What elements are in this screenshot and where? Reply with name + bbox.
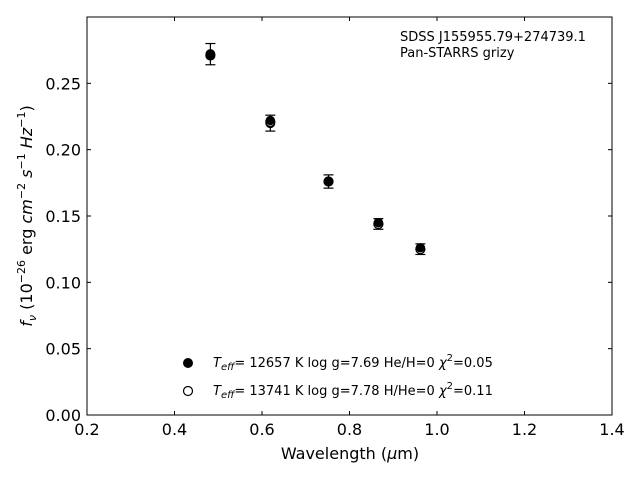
y-tick-label-0: 0.00 (45, 406, 81, 425)
x-tick-label-6: 1.4 (599, 420, 624, 439)
legend-2-chi2: =0.11 (453, 384, 493, 399)
x-tick-label-3: 0.8 (337, 420, 362, 439)
x-tick-label-4: 1.0 (424, 420, 449, 439)
legend-marker-open (182, 385, 194, 397)
legend-1-chi2: =0.05 (453, 356, 493, 371)
legend-2-teff: 13741 K (249, 384, 303, 399)
data-point-model-da-3 (373, 217, 384, 228)
annotation-line-1: SDSS J155955.79+274739.1 (400, 30, 586, 45)
legend-marker-filled (183, 358, 193, 368)
y-tick-label-4: 0.20 (45, 141, 81, 160)
legend-entry-1: Teff= 12657 K log g=7.69 He/H=0 χ2=0.05 (183, 353, 493, 373)
legend-2-logg: log g=7.78 (308, 384, 380, 399)
legend-1-teff: 12657 K (249, 356, 303, 371)
y-tick-label-1: 0.05 (45, 340, 81, 359)
legend-text-1: Teff= 12657 K log g=7.69 He/H=0 χ2=0.05 (213, 353, 493, 373)
x-tick-label-0: 0.2 (74, 420, 99, 439)
x-tick-label-2: 0.6 (249, 420, 274, 439)
y-tick-label-2: 0.10 (45, 273, 81, 292)
legend-entry-2: Teff= 13741 K log g=7.78 H/He=0 χ2=0.11 (182, 381, 493, 401)
plot-area: 0.2 0.4 0.6 0.8 1.0 1.2 1.4 0.00 0.05 0.10 0.15 0.2… (45, 16, 625, 439)
x-tick-label-5: 1.2 (512, 420, 537, 439)
data-point-model-da-4 (415, 243, 426, 253)
data-point-model-da-1 (265, 115, 276, 126)
data-point-model-da-0 (205, 50, 216, 61)
x-tick-label-1: 0.4 (162, 420, 187, 439)
legend-2-comp: H/He=0 (384, 384, 435, 399)
y-axis-label: fν (10−26 erg cm−2 s−1 Hz−1) (15, 105, 39, 326)
legend-1-logg: log g=7.69 (308, 356, 380, 371)
legend: Teff= 12657 K log g=7.69 He/H=0 χ2=0.05 … (182, 353, 493, 401)
y-tick-label-5: 0.25 (45, 74, 81, 93)
legend-1-comp: He/H=0 (384, 356, 435, 371)
annotation-line-2: Pan-STARRS grizy (400, 46, 515, 61)
y-tick-label-3: 0.15 (45, 207, 81, 226)
legend-text-2: Teff= 13741 K log g=7.78 H/He=0 χ2=0.11 (213, 381, 493, 401)
x-axis-label: Wavelength (μm) (281, 444, 419, 463)
data-point-model-da-2 (323, 176, 334, 187)
